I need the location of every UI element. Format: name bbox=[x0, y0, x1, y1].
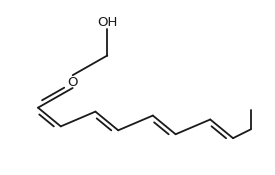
Text: O: O bbox=[67, 76, 78, 89]
Text: OH: OH bbox=[97, 16, 117, 29]
